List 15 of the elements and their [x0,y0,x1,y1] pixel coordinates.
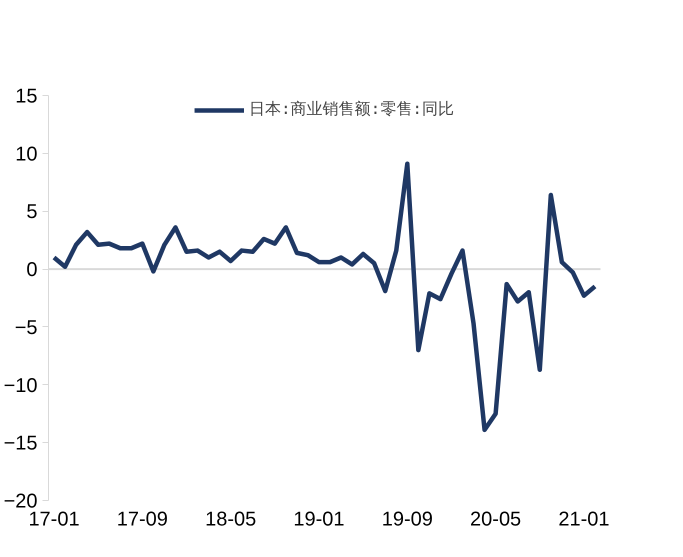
y-tick-label: 0 [26,259,38,282]
x-tick-label: 19-09 [382,508,433,530]
y-tick-label: −5 [14,316,38,339]
line-series [52,162,598,432]
legend-label: 日本:商业销售额:零售:同比 [249,99,454,120]
y-tick-label: −10 [4,374,38,397]
y-tick-label: 15 [15,86,38,108]
x-tick-label: 20-05 [470,508,522,530]
y-tick-label: 10 [15,143,38,166]
x-tick-label: 17-09 [116,508,168,530]
x-tick-label: 18-05 [205,508,256,530]
y-tick-label: −15 [4,432,38,455]
x-tick-label: 19-01 [293,508,345,530]
x-tick-label: 21-01 [558,508,610,530]
y-tick-label: 5 [26,201,38,224]
